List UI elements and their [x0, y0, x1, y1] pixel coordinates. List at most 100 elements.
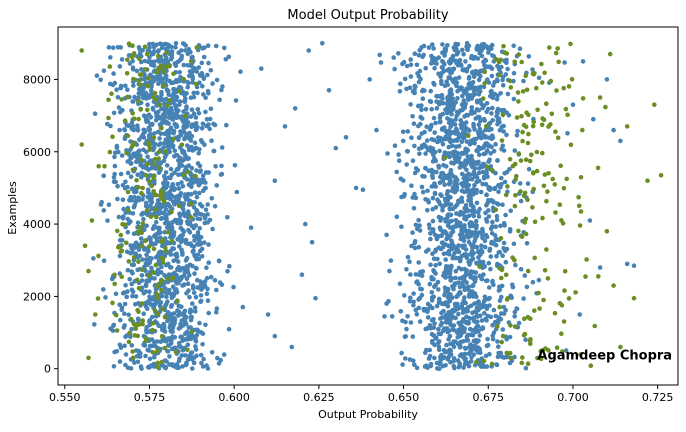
scatter-point [179, 180, 184, 185]
scatter-point [478, 84, 484, 90]
scatter-point [152, 141, 158, 147]
scatter-point [443, 107, 448, 112]
scatter-point [488, 254, 494, 259]
scatter-point [407, 259, 412, 265]
scatter-point [453, 303, 459, 309]
scatter-point [143, 282, 149, 287]
scatter-point [496, 344, 501, 350]
scatter-point [497, 287, 503, 293]
scatter-point [309, 239, 315, 245]
scatter-point [198, 73, 203, 78]
scatter-point [162, 177, 168, 182]
scatter-point [457, 361, 462, 366]
scatter-point [523, 124, 529, 129]
scatter-point [526, 166, 532, 172]
scatter-point [490, 53, 495, 58]
scatter-point [503, 212, 508, 218]
scatter-point [483, 58, 489, 63]
scatter-point [501, 240, 507, 246]
scatter-point [446, 212, 451, 217]
scatter-point [464, 174, 469, 180]
scatter-point [377, 52, 383, 58]
scatter-point [497, 249, 503, 255]
scatter-point [517, 181, 523, 186]
scatter-point [200, 83, 205, 89]
scatter-point [176, 358, 182, 364]
scatter-point [580, 96, 586, 101]
scatter-point [204, 117, 210, 122]
scatter-point [489, 240, 494, 246]
scatter-point [400, 362, 405, 367]
scatter-point [177, 88, 182, 94]
scatter-point [536, 277, 542, 283]
scatter-point [186, 221, 191, 227]
scatter-point [479, 53, 485, 59]
scatter-point [516, 99, 521, 104]
scatter-point [524, 241, 530, 246]
scatter-point [156, 81, 161, 86]
scatter-point [428, 88, 434, 94]
scatter-point [188, 201, 194, 207]
scatter-point [138, 161, 144, 167]
scatter-point [520, 355, 525, 360]
scatter-point [513, 193, 518, 198]
scatter-point [418, 114, 424, 120]
scatter-point [142, 238, 148, 244]
scatter-point [423, 151, 428, 156]
chart-title: Model Output Probability [287, 8, 448, 23]
scatter-point [162, 229, 167, 235]
scatter-point [142, 67, 148, 72]
scatter-point [131, 246, 136, 251]
scatter-point [127, 330, 132, 336]
scatter-point [449, 230, 454, 236]
scatter-point [473, 71, 479, 76]
scatter-point [173, 45, 178, 50]
scatter-point [195, 107, 201, 112]
scatter-point [507, 334, 513, 340]
scatter-point [512, 161, 518, 167]
scatter-point [161, 180, 166, 186]
scatter-point [130, 355, 136, 361]
scatter-point [444, 79, 450, 84]
scatter-point [510, 282, 515, 288]
scatter-point [499, 124, 505, 130]
scatter-point [624, 261, 630, 267]
scatter-point [519, 360, 525, 366]
scatter-point [441, 162, 446, 168]
scatter-point [562, 288, 567, 293]
scatter-point [168, 166, 174, 172]
scatter-point [202, 220, 208, 226]
scatter-point [172, 170, 177, 175]
scatter-point [122, 343, 127, 349]
scatter-point [112, 272, 117, 278]
scatter-point [484, 343, 490, 349]
scatter-point [248, 225, 254, 230]
scatter-point [523, 231, 529, 237]
scatter-point [127, 61, 133, 66]
scatter-point [578, 175, 584, 180]
scatter-point [122, 323, 127, 328]
scatter-point [206, 170, 211, 175]
scatter-point [188, 114, 194, 119]
scatter-point [434, 303, 440, 309]
scatter-point [432, 355, 437, 361]
scatter-point [111, 175, 117, 180]
scatter-point [404, 148, 410, 154]
scatter-point [122, 301, 128, 307]
scatter-point [452, 122, 458, 127]
scatter-point [169, 53, 174, 58]
scatter-point [172, 195, 178, 200]
scatter-point [580, 59, 586, 64]
scatter-point [210, 226, 215, 232]
scatter-point [631, 295, 637, 301]
scatter-point [508, 208, 513, 214]
scatter-point [486, 208, 491, 213]
scatter-point [466, 239, 472, 245]
scatter-point [485, 148, 490, 153]
scatter-point [101, 208, 107, 213]
scatter-point [164, 191, 170, 196]
scatter-point [459, 133, 465, 138]
scatter-point [155, 198, 161, 203]
scatter-point [436, 326, 441, 332]
scatter-point [456, 311, 461, 317]
